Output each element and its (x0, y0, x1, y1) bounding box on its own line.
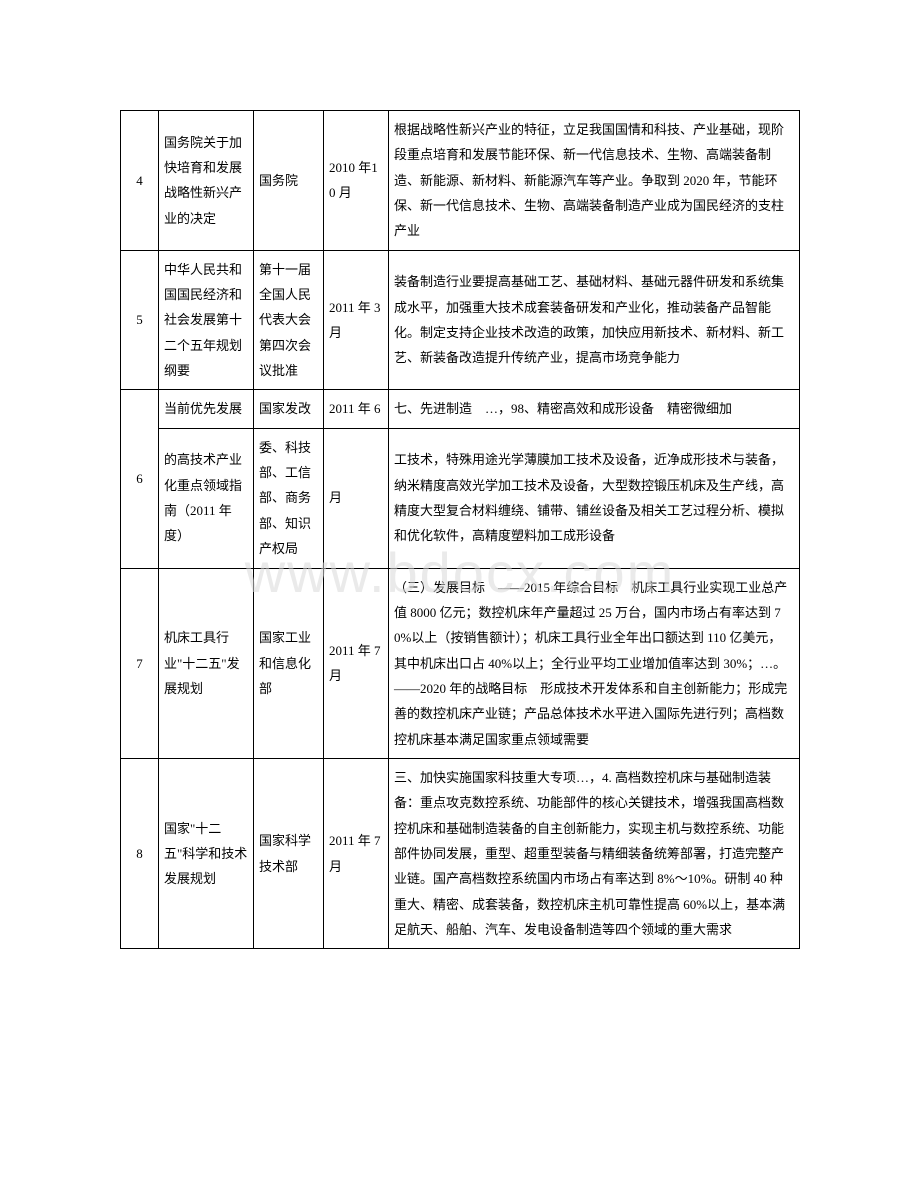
cell-date: 2010 年10 月 (324, 111, 389, 251)
cell-date: 月 (324, 428, 389, 568)
cell-date: 2011 年 6 (324, 390, 389, 428)
cell-name: 国务院关于加快培育和发展战略性新兴产业的决定 (159, 111, 254, 251)
document-page: www.bdocx.com 4 国务院关于加快培育和发展战略性新兴产业的决定 国… (0, 0, 920, 1191)
cell-desc: 装备制造行业要提高基础工艺、基础材料、基础元器件研发和系统集成水平，加强重大技术… (389, 250, 800, 390)
cell-org: 第十一届全国人民代表大会第四次会议批准 (254, 250, 324, 390)
cell-desc: 七、先进制造 …，98、精密高效和成形设备 精密微细加 (389, 390, 800, 428)
cell-name: 国家"十二五"科学和技术发展规划 (159, 758, 254, 948)
cell-desc: 三、加快实施国家科技重大专项…，4. 高档数控机床与基础制造装备：重点攻克数控系… (389, 758, 800, 948)
cell-org: 国家发改 (254, 390, 324, 428)
cell-num: 8 (121, 758, 159, 948)
table-row: 5 中华人民共和国国民经济和社会发展第十二个五年规划纲要 第十一届全国人民代表大… (121, 250, 800, 390)
cell-date: 2011 年 7月 (324, 568, 389, 758)
cell-desc: （三）发展目标 ——2015 年综合目标 机床工具行业实现工业总产值 8000 … (389, 568, 800, 758)
cell-num: 4 (121, 111, 159, 251)
cell-desc: 根据战略性新兴产业的特征，立足我国国情和科技、产业基础，现阶段重点培育和发展节能… (389, 111, 800, 251)
cell-org: 国家工业和信息化部 (254, 568, 324, 758)
cell-org: 国家科学技术部 (254, 758, 324, 948)
cell-name: 的高技术产业化重点领域指南（2011 年度） (159, 428, 254, 568)
table-row: 的高技术产业化重点领域指南（2011 年度） 委、科技部、工信部、商务部、知识产… (121, 428, 800, 568)
policy-table: 4 国务院关于加快培育和发展战略性新兴产业的决定 国务院 2010 年10 月 … (120, 110, 800, 949)
cell-num: 7 (121, 568, 159, 758)
cell-date: 2011 年 7月 (324, 758, 389, 948)
cell-num: 5 (121, 250, 159, 390)
table-row: 6 当前优先发展 国家发改 2011 年 6 七、先进制造 …，98、精密高效和… (121, 390, 800, 428)
cell-name: 中华人民共和国国民经济和社会发展第十二个五年规划纲要 (159, 250, 254, 390)
cell-name: 机床工具行业"十二五"发展规划 (159, 568, 254, 758)
content-wrapper: 4 国务院关于加快培育和发展战略性新兴产业的决定 国务院 2010 年10 月 … (120, 110, 800, 949)
cell-num: 6 (121, 390, 159, 568)
cell-org: 委、科技部、工信部、商务部、知识产权局 (254, 428, 324, 568)
cell-date: 2011 年 3月 (324, 250, 389, 390)
cell-name: 当前优先发展 (159, 390, 254, 428)
table-row: 7 机床工具行业"十二五"发展规划 国家工业和信息化部 2011 年 7月 （三… (121, 568, 800, 758)
cell-desc: 工技术，特殊用途光学薄膜加工技术及设备，近净成形技术与装备，纳米精度高效光学加工… (389, 428, 800, 568)
cell-org: 国务院 (254, 111, 324, 251)
table-row: 8 国家"十二五"科学和技术发展规划 国家科学技术部 2011 年 7月 三、加… (121, 758, 800, 948)
table-row: 4 国务院关于加快培育和发展战略性新兴产业的决定 国务院 2010 年10 月 … (121, 111, 800, 251)
